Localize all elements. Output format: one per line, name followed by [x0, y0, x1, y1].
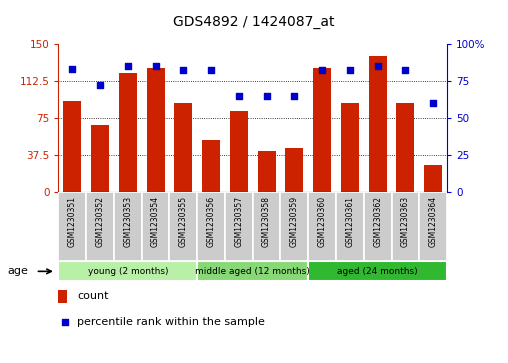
Bar — [142, 192, 170, 261]
Point — [61, 319, 69, 325]
Text: GSM1230355: GSM1230355 — [179, 196, 188, 247]
Bar — [280, 192, 308, 261]
Bar — [258, 151, 276, 192]
Bar — [174, 103, 193, 192]
Text: GSM1230354: GSM1230354 — [151, 196, 160, 247]
Point — [207, 68, 215, 73]
Point — [263, 93, 271, 99]
Point — [290, 93, 298, 99]
Point — [318, 68, 326, 73]
Text: GSM1230356: GSM1230356 — [207, 196, 215, 247]
Text: GDS4892 / 1424087_at: GDS4892 / 1424087_at — [173, 15, 335, 29]
Bar — [313, 68, 331, 192]
Text: GSM1230352: GSM1230352 — [96, 196, 105, 247]
Bar — [285, 148, 303, 192]
Bar — [341, 103, 359, 192]
Text: GSM1230351: GSM1230351 — [68, 196, 77, 247]
Text: GSM1230363: GSM1230363 — [401, 196, 410, 247]
Text: GSM1230360: GSM1230360 — [318, 196, 327, 247]
Point — [235, 93, 243, 99]
Point — [96, 82, 104, 88]
Bar — [392, 192, 419, 261]
Bar — [197, 192, 225, 261]
Bar — [197, 261, 308, 281]
Bar — [58, 261, 197, 281]
Bar — [396, 103, 415, 192]
Bar — [86, 192, 114, 261]
Bar — [225, 192, 253, 261]
Bar — [308, 261, 447, 281]
Point — [179, 68, 187, 73]
Point — [346, 68, 354, 73]
Text: GSM1230357: GSM1230357 — [234, 196, 243, 247]
Text: middle aged (12 months): middle aged (12 months) — [196, 267, 310, 276]
Bar — [170, 192, 197, 261]
Point — [429, 100, 437, 106]
Bar — [308, 192, 336, 261]
Bar — [119, 73, 137, 192]
Bar — [58, 290, 68, 303]
Bar — [369, 57, 387, 192]
Text: age: age — [8, 266, 28, 276]
Bar — [146, 68, 165, 192]
Text: aged (24 months): aged (24 months) — [337, 267, 418, 276]
Point — [373, 63, 382, 69]
Bar — [64, 101, 81, 192]
Text: GSM1230361: GSM1230361 — [345, 196, 355, 247]
Text: GSM1230353: GSM1230353 — [123, 196, 132, 247]
Bar — [364, 192, 392, 261]
Bar — [114, 192, 142, 261]
Bar — [336, 192, 364, 261]
Text: young (2 months): young (2 months) — [87, 267, 168, 276]
Point — [124, 63, 132, 69]
Bar — [202, 140, 220, 192]
Text: GSM1230359: GSM1230359 — [290, 196, 299, 247]
Bar — [424, 164, 442, 192]
Text: percentile rank within the sample: percentile rank within the sample — [77, 317, 265, 327]
Text: GSM1230364: GSM1230364 — [429, 196, 438, 247]
Bar — [91, 125, 109, 192]
Point — [151, 63, 160, 69]
Bar — [253, 192, 280, 261]
Bar — [419, 192, 447, 261]
Text: GSM1230362: GSM1230362 — [373, 196, 382, 247]
Bar — [230, 111, 248, 192]
Point — [401, 68, 409, 73]
Point — [68, 66, 76, 72]
Bar — [58, 192, 86, 261]
Text: count: count — [77, 291, 109, 301]
Text: GSM1230358: GSM1230358 — [262, 196, 271, 247]
